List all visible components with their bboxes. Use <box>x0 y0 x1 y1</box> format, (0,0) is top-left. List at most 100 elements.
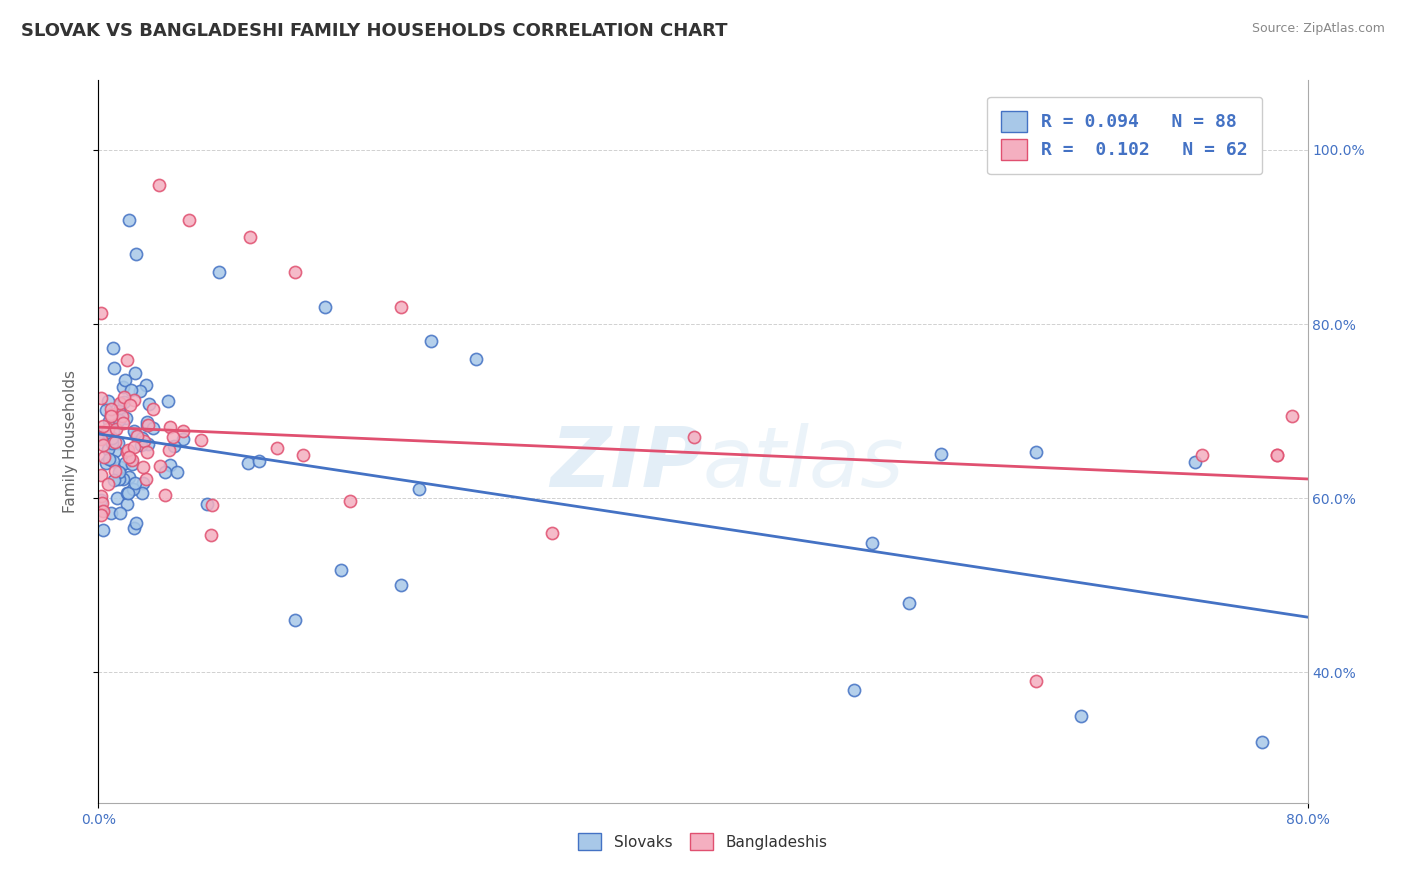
Point <box>159 458 181 472</box>
Point <box>149 458 172 473</box>
Point <box>1070 708 1092 723</box>
Point <box>96 425 118 440</box>
Point <box>90 392 112 406</box>
Point <box>122 521 145 535</box>
Point <box>105 422 128 436</box>
Point <box>97 442 120 456</box>
Point <box>172 433 194 447</box>
Point <box>129 438 152 452</box>
Point <box>105 491 128 505</box>
Point <box>136 445 159 459</box>
Point <box>111 416 134 430</box>
Point <box>166 465 188 479</box>
Point <box>108 472 131 486</box>
Point <box>98 414 121 428</box>
Point <box>138 397 160 411</box>
Point <box>111 409 134 423</box>
Point <box>114 456 136 470</box>
Point <box>197 497 219 511</box>
Point <box>208 265 231 279</box>
Point <box>159 420 181 434</box>
Point <box>117 443 139 458</box>
Text: SLOVAK VS BANGLADESHI FAMILY HOUSEHOLDS CORRELATION CHART: SLOVAK VS BANGLADESHI FAMILY HOUSEHOLDS … <box>21 22 727 40</box>
Point <box>107 465 129 479</box>
Point <box>94 456 117 470</box>
Point <box>117 486 139 500</box>
Point <box>1267 448 1289 462</box>
Point <box>100 436 122 450</box>
Point <box>101 342 124 356</box>
Point <box>135 378 157 392</box>
Point <box>108 411 131 425</box>
Point <box>112 390 135 404</box>
Y-axis label: Family Households: Family Households <box>63 370 77 513</box>
Point <box>104 434 127 449</box>
Point <box>122 392 145 407</box>
Text: ZIP: ZIP <box>550 423 703 504</box>
Point <box>115 411 138 425</box>
Point <box>163 438 186 452</box>
Point <box>93 450 115 465</box>
Point <box>540 525 562 540</box>
Point <box>142 401 165 416</box>
Point <box>90 492 112 507</box>
Point <box>100 402 122 417</box>
Point <box>132 459 155 474</box>
Point <box>125 247 148 261</box>
Point <box>420 334 443 349</box>
Point <box>157 442 180 457</box>
Point <box>101 431 124 445</box>
Point <box>1191 448 1213 462</box>
Point <box>97 394 120 409</box>
Point <box>1024 673 1046 688</box>
Point <box>190 434 212 448</box>
Point <box>266 442 288 456</box>
Point <box>1025 445 1047 459</box>
Point <box>117 450 139 464</box>
Point <box>127 429 149 443</box>
Point <box>103 361 125 376</box>
Point <box>844 682 866 697</box>
Point <box>110 398 132 412</box>
Point <box>124 475 146 490</box>
Point <box>108 413 131 427</box>
Point <box>148 178 170 192</box>
Point <box>134 434 156 449</box>
Point <box>125 516 148 531</box>
Point <box>96 422 118 436</box>
Point <box>98 451 121 466</box>
Point <box>408 482 430 496</box>
Point <box>114 372 136 386</box>
Point <box>284 613 307 627</box>
Point <box>860 536 883 550</box>
Point <box>153 466 176 480</box>
Point <box>931 447 953 461</box>
Point <box>91 523 114 537</box>
Point <box>115 485 138 500</box>
Point <box>112 380 135 394</box>
Point <box>121 457 143 471</box>
Point <box>284 265 307 279</box>
Point <box>247 454 270 468</box>
Point <box>100 409 122 423</box>
Point <box>200 528 222 542</box>
Point <box>131 485 153 500</box>
Point <box>121 453 143 467</box>
Point <box>90 432 112 446</box>
Point <box>101 424 124 438</box>
Point <box>118 212 141 227</box>
Point <box>122 483 145 497</box>
Point <box>1184 455 1206 469</box>
Text: atlas: atlas <box>703 423 904 504</box>
Point <box>107 436 129 450</box>
Point <box>236 456 259 470</box>
Point <box>124 367 146 381</box>
Point <box>132 476 155 491</box>
Point <box>120 383 142 397</box>
Point <box>91 438 114 452</box>
Point <box>90 306 112 320</box>
Point <box>90 489 112 503</box>
Point <box>112 394 135 409</box>
Point <box>90 467 112 482</box>
Point <box>104 464 127 478</box>
